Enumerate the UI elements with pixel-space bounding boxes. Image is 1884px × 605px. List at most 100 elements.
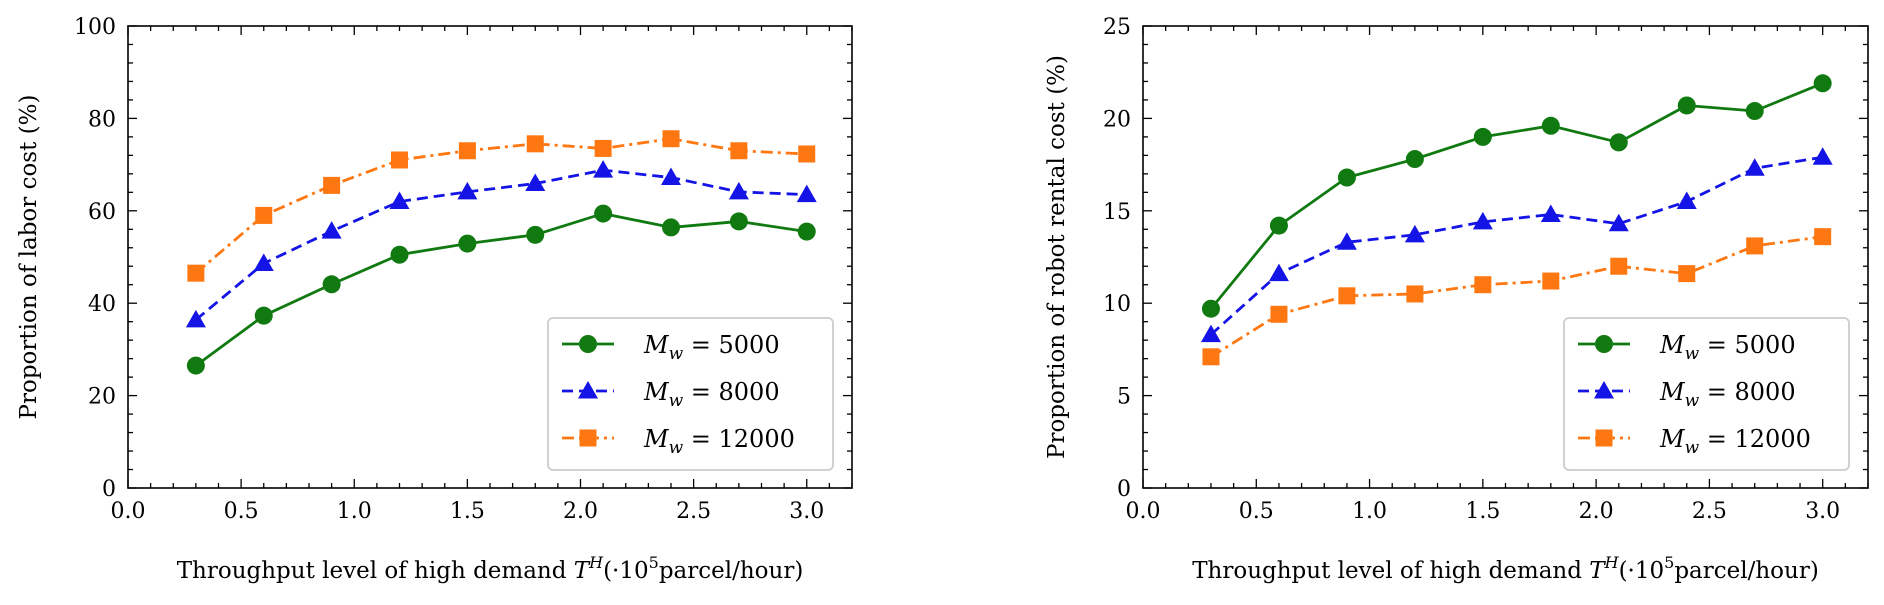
data-point: [1678, 265, 1696, 283]
legend-label: Mw = 12000: [1659, 425, 1811, 458]
series-m12000: [1202, 228, 1832, 366]
data-point: [186, 356, 205, 375]
x-tick-label: 2.5: [1692, 499, 1727, 524]
legend-item-m12000: Mw = 12000: [1578, 425, 1811, 458]
data-point: [391, 151, 408, 169]
data-point: [1338, 287, 1356, 305]
data-point: [1745, 102, 1764, 121]
series-m5000: [186, 204, 816, 375]
legend-item-m8000: Mw = 8000: [562, 378, 780, 411]
data-point: [1541, 116, 1560, 135]
data-point: [661, 167, 681, 186]
legend: Mw = 5000 Mw = 8000 Mw = 12000: [1563, 317, 1850, 471]
data-point: [1813, 74, 1832, 93]
x-tick-label: 1.5: [450, 499, 485, 524]
series-line: [1210, 235, 1823, 358]
data-point: [185, 309, 206, 328]
data-point: [796, 184, 817, 203]
x-tick-label: 2.5: [676, 499, 711, 524]
legend-item-m8000: Mw = 8000: [1578, 378, 1796, 411]
legend-box: [547, 317, 834, 471]
y-tick-label: 0: [102, 477, 116, 502]
y-tick-label: 15: [1103, 200, 1131, 225]
legend-label: Mw = 8000: [643, 378, 780, 411]
data-point: [730, 142, 748, 160]
x-tick-label: 1.5: [1465, 499, 1500, 524]
legend-marker: [1595, 429, 1613, 447]
data-point: [1201, 299, 1220, 318]
y-tick-label: 5: [1117, 385, 1131, 410]
legend-marker: [1594, 381, 1614, 399]
data-point: [1676, 191, 1697, 210]
x-tick-label: 3.0: [789, 499, 824, 524]
data-point: [1472, 211, 1493, 230]
data-point: [1812, 147, 1833, 165]
x-tick-label: 0.0: [111, 499, 146, 524]
data-point: [1608, 213, 1629, 232]
x-tick-label: 2.0: [563, 499, 598, 524]
legend-label: Mw = 5000: [1659, 331, 1796, 364]
legend-item-m5000: Mw = 5000: [562, 331, 780, 364]
x-axis-label: Throughput level of high demand TH(·105p…: [177, 553, 804, 584]
data-point: [662, 130, 680, 148]
data-point: [662, 218, 680, 237]
y-axis-label: Proportion of robot rental cost (%): [1044, 55, 1070, 459]
data-point: [1542, 272, 1560, 290]
y-tick-label: 100: [74, 15, 116, 40]
data-point: [594, 139, 612, 157]
data-point: [390, 245, 409, 264]
series-m5000: [1201, 74, 1832, 318]
series-line: [1210, 155, 1823, 336]
x-tick-label: 0.0: [1126, 499, 1161, 524]
data-point: [254, 306, 273, 325]
data-point: [1473, 127, 1492, 146]
series-line: [194, 137, 807, 275]
legend-marker: [579, 429, 597, 447]
data-point: [1200, 324, 1221, 343]
y-axis-label: Proportion of labor cost (%): [16, 95, 42, 420]
x-tick-label: 0.5: [1239, 499, 1274, 524]
data-point: [526, 135, 544, 153]
data-point: [1814, 228, 1832, 246]
series-line: [194, 168, 807, 321]
data-point: [1610, 257, 1628, 275]
data-point: [1677, 96, 1696, 115]
y-tick-label: 10: [1103, 292, 1131, 317]
legend-marker: [1595, 335, 1613, 353]
y-tick-label: 20: [1103, 107, 1131, 132]
legend-label: Mw = 8000: [1659, 378, 1796, 411]
legend-item-m5000: Mw = 5000: [1578, 331, 1796, 364]
y-tick-label: 60: [88, 200, 116, 225]
data-point: [593, 160, 614, 178]
data-point: [1337, 168, 1356, 187]
data-point: [458, 142, 476, 160]
data-point: [526, 225, 545, 244]
data-point: [594, 204, 613, 223]
data-point: [457, 181, 478, 200]
x-tick-label: 2.0: [1579, 499, 1614, 524]
x-tick-label: 0.5: [224, 499, 259, 524]
x-tick-label: 3.0: [1805, 499, 1840, 524]
data-point: [1474, 276, 1492, 294]
data-point: [1404, 224, 1425, 243]
data-point: [323, 176, 341, 194]
legend-marker: [579, 335, 597, 353]
data-point: [1406, 285, 1424, 303]
data-point: [1269, 216, 1288, 235]
data-point: [1405, 150, 1424, 169]
series-m8000: [1200, 147, 1833, 343]
data-point: [255, 206, 273, 224]
series-line: [1209, 81, 1824, 310]
data-point: [458, 234, 477, 253]
y-tick-label: 20: [88, 385, 116, 410]
x-tick-label: 1.0: [337, 499, 372, 524]
data-point: [728, 181, 749, 200]
data-point: [322, 275, 341, 294]
data-point: [1336, 232, 1357, 250]
data-point: [729, 212, 748, 231]
legend-label: Mw = 12000: [643, 425, 795, 458]
y-tick-label: 25: [1103, 15, 1131, 40]
y-tick-label: 80: [88, 107, 116, 132]
data-point: [389, 191, 410, 210]
legend-label: Mw = 5000: [643, 331, 780, 364]
